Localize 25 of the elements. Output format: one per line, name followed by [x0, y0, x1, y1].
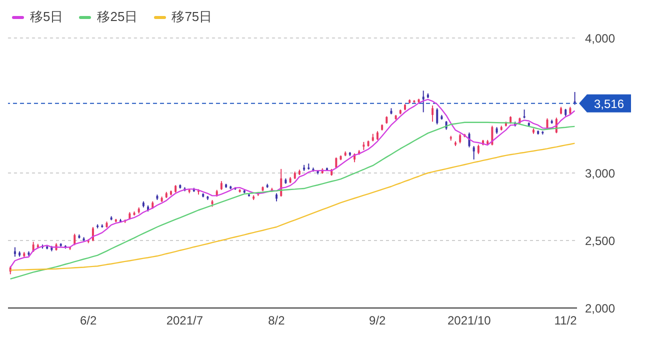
candlestick	[491, 125, 494, 146]
candlestick	[436, 108, 438, 125]
candlestick	[74, 233, 76, 246]
x-tick-label: 9/2	[369, 314, 386, 328]
x-tick-label: 8/2	[268, 314, 286, 328]
y-tick-label: 2,000	[585, 301, 616, 316]
candlestick	[472, 146, 475, 160]
x-tick-label: 2021/10	[447, 314, 492, 328]
line-series	[10, 142, 576, 271]
candlestick	[477, 144, 480, 155]
candlestick	[432, 105, 434, 122]
x-tick-label: 11/2	[554, 314, 578, 328]
y-tick-label: 3,000	[585, 166, 616, 180]
candlestick	[459, 133, 462, 144]
x-tick-label: 6/2	[80, 314, 97, 328]
y-tick-label: 4,000	[585, 31, 616, 46]
y-tick-label: 2,500	[585, 234, 616, 248]
line-series	[10, 122, 576, 280]
ref-line-label: 3,516	[594, 96, 624, 111]
legend-label: 移5日	[30, 8, 64, 26]
candlestick	[14, 246, 16, 258]
x-tick-label: 2021/7	[166, 314, 204, 328]
candlestick	[422, 90, 424, 113]
legend-label: 移75日	[172, 8, 212, 26]
legend-label: 移25日	[97, 8, 138, 26]
